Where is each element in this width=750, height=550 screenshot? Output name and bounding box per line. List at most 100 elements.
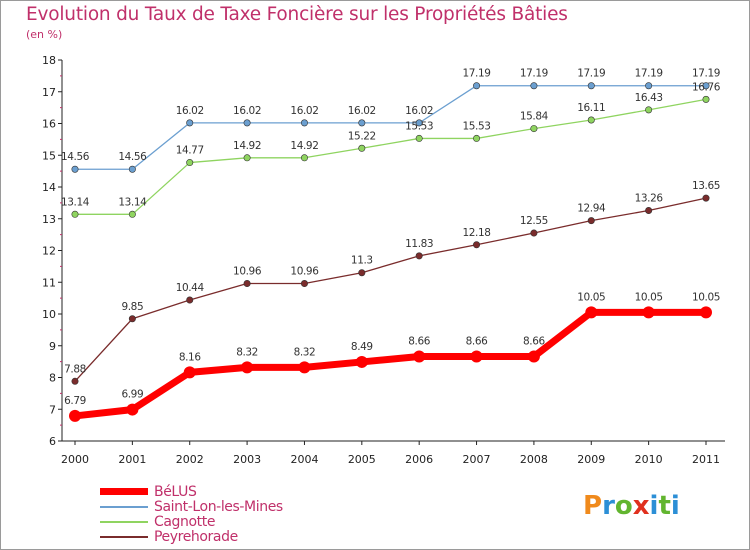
series-point-2 bbox=[71, 210, 79, 218]
series-point-2 bbox=[702, 95, 710, 103]
logo-letter: t bbox=[658, 491, 671, 521]
chart-subtitle: (en %) bbox=[26, 28, 63, 41]
chart-data-labels: 14.56 14.56 16.02 16.02 16.02 16.02 16.02 17.19… bbox=[61, 68, 721, 407]
data-label-1: 17.19 bbox=[520, 68, 548, 80]
data-label-2: 16.76 bbox=[692, 81, 721, 93]
series-point-3 bbox=[645, 206, 653, 214]
series-line-1 bbox=[75, 85, 706, 170]
logo-letter: i bbox=[649, 491, 659, 521]
series-point-2 bbox=[473, 134, 481, 142]
data-label-2: 16.11 bbox=[577, 102, 605, 114]
series-point-1 bbox=[358, 119, 366, 127]
x-tick-label: 2002 bbox=[176, 453, 204, 466]
series-point-1 bbox=[128, 165, 136, 173]
y-tick-label: 7 bbox=[49, 403, 56, 416]
data-label-3: 12.55 bbox=[520, 215, 548, 227]
series-line-3 bbox=[74, 197, 707, 382]
data-label-1: 17.19 bbox=[692, 68, 720, 80]
y-tick-label: 17 bbox=[42, 86, 56, 99]
series-point-0 bbox=[183, 366, 196, 379]
series-line-2 bbox=[75, 98, 707, 215]
data-label-0: 10.05 bbox=[577, 291, 605, 303]
x-tick-label: 2011 bbox=[692, 453, 720, 466]
data-label-3: 9.85 bbox=[121, 301, 143, 313]
series-point-0 bbox=[355, 355, 368, 368]
series-point-3 bbox=[587, 217, 595, 225]
y-tick-label: 11 bbox=[42, 276, 56, 289]
legend-label: Saint-Lon-les-Mines bbox=[154, 498, 283, 515]
x-tick-label: 2003 bbox=[233, 453, 261, 466]
series-point-2 bbox=[186, 159, 194, 167]
y-tick-label: 13 bbox=[42, 213, 56, 226]
series-point-1 bbox=[186, 119, 194, 127]
legend-item: Cagnotte bbox=[100, 514, 283, 530]
legend-item: Saint-Lon-les-Mines bbox=[100, 498, 283, 515]
series-point-3 bbox=[358, 269, 366, 277]
series-point-1 bbox=[415, 119, 423, 127]
data-label-0: 10.05 bbox=[635, 291, 663, 303]
data-label-3: 11.3 bbox=[351, 255, 373, 267]
series-point-3 bbox=[473, 241, 481, 249]
data-label-3: 13.26 bbox=[635, 192, 664, 204]
data-label-0: 8.66 bbox=[408, 336, 430, 348]
data-label-2: 15.84 bbox=[520, 111, 549, 123]
series-point-0 bbox=[585, 306, 598, 319]
x-tick-label: 2010 bbox=[635, 453, 663, 466]
series-point-1 bbox=[473, 82, 481, 90]
data-label-2: 14.92 bbox=[290, 140, 318, 152]
chart-legend: BéLUS Saint-Lon-les-Mines Cagnotte Peyrehor… bbox=[100, 483, 283, 545]
data-label-1: 17.19 bbox=[577, 68, 605, 80]
x-tick-label: 2006 bbox=[405, 453, 433, 466]
x-tick-label: 2009 bbox=[577, 453, 605, 466]
data-label-2: 15.22 bbox=[348, 130, 376, 142]
series-point-1 bbox=[530, 82, 538, 90]
data-label-3: 7.88 bbox=[64, 363, 86, 375]
series-point-3 bbox=[243, 280, 251, 288]
data-label-2: 16.43 bbox=[635, 92, 663, 104]
chart-title: Evolution du Taux de Taxe Foncière sur l… bbox=[26, 4, 568, 25]
y-tick-label: 18 bbox=[42, 54, 56, 67]
x-tick-label: 2007 bbox=[463, 453, 491, 466]
data-label-1: 14.56 bbox=[118, 151, 147, 163]
data-label-1: 17.19 bbox=[463, 68, 491, 80]
data-label-0: 8.16 bbox=[179, 351, 201, 363]
series-point-2 bbox=[645, 106, 653, 114]
proxiti-logo: Proxiti bbox=[583, 491, 680, 521]
series-point-0 bbox=[413, 350, 426, 363]
x-tick-label: 2000 bbox=[61, 453, 89, 466]
y-tick-label: 12 bbox=[42, 245, 56, 258]
series-point-0 bbox=[298, 361, 311, 374]
data-label-0: 8.66 bbox=[523, 336, 545, 348]
series-point-1 bbox=[645, 82, 653, 90]
y-tick-label: 16 bbox=[42, 118, 56, 131]
series-point-2 bbox=[243, 154, 251, 162]
data-label-0: 6.79 bbox=[64, 395, 86, 407]
series-point-0 bbox=[69, 409, 81, 422]
data-label-3: 11.83 bbox=[405, 238, 433, 250]
data-label-1: 16.02 bbox=[290, 105, 318, 117]
series-point-1 bbox=[243, 119, 251, 127]
x-tick-label: 2005 bbox=[348, 453, 376, 466]
series-point-0 bbox=[126, 403, 139, 416]
x-tick-label: 2004 bbox=[290, 453, 318, 466]
y-tick-label: 9 bbox=[49, 340, 56, 353]
data-label-0: 10.05 bbox=[692, 291, 720, 303]
legend-label: BéLUS bbox=[154, 483, 197, 500]
legend-swatch bbox=[100, 520, 148, 523]
logo-letter: P bbox=[583, 491, 603, 521]
logo-letter: o bbox=[614, 491, 633, 521]
legend-label: Peyrehorade bbox=[154, 528, 238, 545]
series-point-0 bbox=[642, 306, 655, 319]
data-label-2: 14.77 bbox=[176, 145, 204, 157]
data-label-0: 8.66 bbox=[466, 336, 488, 348]
chart-axes: 6 7 8 9 10 11 12 13 14 15 16 17 18 2000 2001 2002 2003 20… bbox=[42, 54, 725, 466]
data-label-0: 6.99 bbox=[121, 389, 143, 401]
x-tick-label: 2008 bbox=[520, 453, 548, 466]
chart-series bbox=[69, 82, 712, 422]
legend-swatch bbox=[100, 505, 148, 508]
series-point-1 bbox=[702, 82, 710, 90]
series-point-1 bbox=[300, 119, 308, 127]
legend-swatch bbox=[100, 535, 148, 538]
data-label-3: 10.44 bbox=[176, 282, 205, 294]
